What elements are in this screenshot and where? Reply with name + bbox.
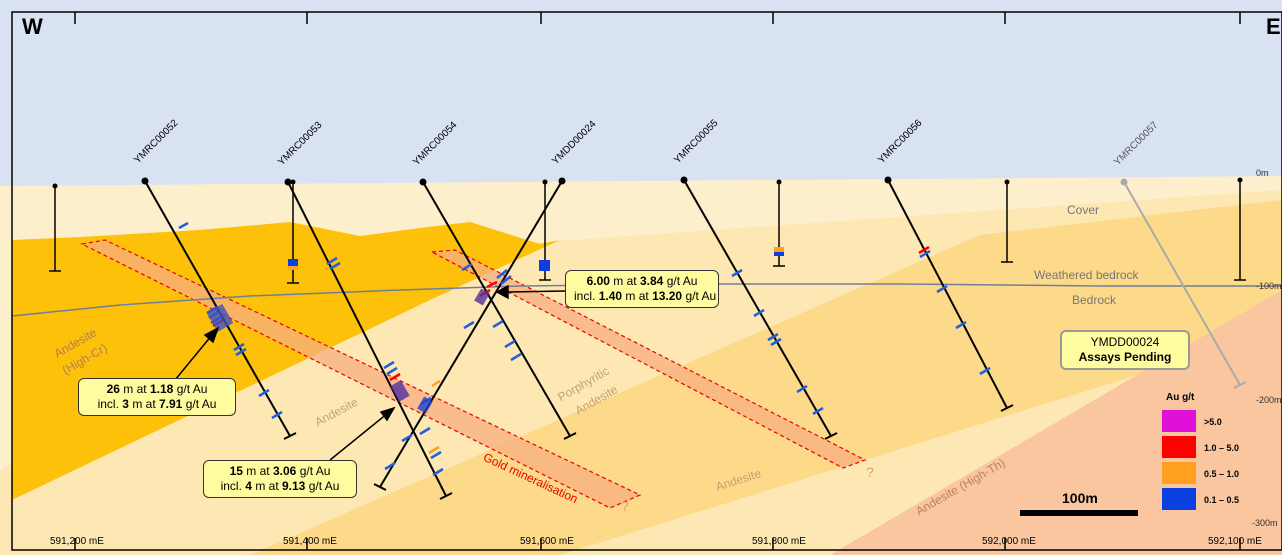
c3-grade: 3.84: [639, 274, 664, 288]
legend-title: Au g/t: [1166, 392, 1195, 403]
assay-box-3: [539, 260, 550, 271]
depth-label-300: -300m: [1252, 518, 1278, 528]
porphyritic-band: [250, 200, 1282, 555]
assay-cluster-4: [417, 396, 433, 414]
andesite-high-cr-body: [12, 222, 560, 500]
intercept-callout-ymrc00052: 26 m at 1.18 g/t Au incl. 3 m at 7.91 g/…: [78, 378, 236, 416]
c3-incl-unit: g/t Au: [685, 289, 717, 303]
c2-m-at: m at: [246, 464, 270, 478]
assays-pending-callout: YMDD00024 Assays Pending: [1060, 330, 1190, 370]
west-label: W: [22, 14, 43, 39]
depth-label-100: -100m: [1256, 281, 1282, 291]
unit-bedrock-label: Bedrock: [1072, 293, 1117, 307]
c1-incl-unit: g/t Au: [185, 397, 217, 411]
bedrock-contact-line: [11, 283, 1282, 317]
section-frame: [11, 11, 1282, 551]
legend-swatch-1-5: [1162, 436, 1196, 458]
c2-grade: 3.06: [272, 464, 297, 478]
c2-length: 15: [229, 464, 243, 478]
legend-swatch-05-1: [1162, 462, 1196, 484]
c1-incl-length: 3: [122, 397, 129, 411]
easting-label-4: 591,800 mE: [752, 536, 806, 547]
c3-incl-grade: 13.20: [652, 289, 683, 303]
unit-weathered-label: Weathered bedrock: [1034, 268, 1139, 282]
inclined-hole-collars: [141, 176, 892, 186]
assay-cluster-1: [206, 303, 234, 333]
c1-incl-grade: 7.91: [159, 397, 183, 411]
c3-incl-m-at: m at: [625, 289, 649, 303]
scale-bar: [1020, 510, 1138, 516]
c2-unit: g/t Au: [299, 464, 331, 478]
c2-incl: incl.: [220, 479, 242, 493]
legend-label-05-1: 0.5 – 1.0: [1204, 469, 1240, 479]
easting-label-2: 591,400 mE: [283, 536, 337, 547]
assay-ticks-orange: [428, 379, 441, 455]
query-mark-2: ?: [866, 464, 874, 480]
assay-cluster-2: [390, 380, 410, 402]
c2-incl-unit: g/t Au: [308, 479, 340, 493]
inclined-drillholes: [144, 179, 1014, 500]
easting-label-3: 591,600 mE: [520, 536, 574, 547]
legend-label-01-05: 0.1 – 0.5: [1204, 495, 1240, 505]
ymrc00057-trace: [1123, 181, 1247, 389]
c3-m-at: m at: [613, 274, 637, 288]
c1-unit: g/t Au: [176, 382, 208, 396]
pending-hole-name: YMDD00024: [1090, 335, 1160, 349]
assay-cluster-3: [474, 288, 490, 306]
easting-label-6: 592,100 mE: [1208, 536, 1262, 547]
bottom-ticks: [74, 538, 1241, 550]
legend-swatch-gt5: [1162, 410, 1196, 432]
gold-mineralisation-zone-2: [429, 249, 867, 469]
assay-box-4: [774, 247, 784, 252]
c1-grade: 1.18: [149, 382, 174, 396]
scale-bar-label: 100m: [1062, 490, 1098, 506]
depth-label-200: -200m: [1256, 395, 1282, 405]
c3-unit: g/t Au: [666, 274, 698, 288]
c3-incl-length: 1.40: [598, 289, 623, 303]
intercept-callout-ymdd00024: 6.00 m at 3.84 g/t Au incl. 1.40 m at 13…: [565, 270, 719, 308]
easting-label-5: 592,000 mE: [982, 536, 1036, 547]
top-ticks: [74, 12, 1241, 24]
east-label: E: [1266, 14, 1281, 39]
easting-label-1: 591,200 mE: [50, 536, 104, 547]
c1-incl: incl.: [97, 397, 119, 411]
c3-length: 6.00: [586, 274, 610, 288]
c1-incl-m-at: m at: [132, 397, 156, 411]
vertical-hole-collars: [52, 177, 1243, 189]
legend-label-gt5: >5.0: [1204, 417, 1222, 427]
c1-m-at: m at: [123, 382, 147, 396]
c2-incl-grade: 9.13: [282, 479, 306, 493]
intercept-callout-ymrc00053: 15 m at 3.06 g/t Au incl. 4 m at 9.13 g/…: [203, 460, 357, 498]
c2-incl-m-at: m at: [255, 479, 279, 493]
c2-incl-length: 4: [245, 479, 252, 493]
ymrc00057-collar: [1120, 178, 1128, 186]
callout-arrows: [174, 284, 566, 461]
assay-ticks-blue: [178, 221, 991, 477]
assay-box-5: [774, 252, 784, 256]
assay-box-1: [288, 259, 298, 266]
c1-length: 26: [106, 382, 120, 396]
query-mark-1: ?: [621, 498, 629, 514]
c3-incl: incl.: [574, 289, 596, 303]
legend-swatch-01-05: [1162, 488, 1196, 510]
assay-box-2: [288, 266, 298, 270]
depth-label-0: 0m: [1256, 168, 1269, 178]
legend-label-1-5: 1.0 – 5.0: [1204, 443, 1240, 453]
pending-status: Assays Pending: [1078, 350, 1172, 364]
unit-cover-label: Cover: [1067, 203, 1100, 217]
